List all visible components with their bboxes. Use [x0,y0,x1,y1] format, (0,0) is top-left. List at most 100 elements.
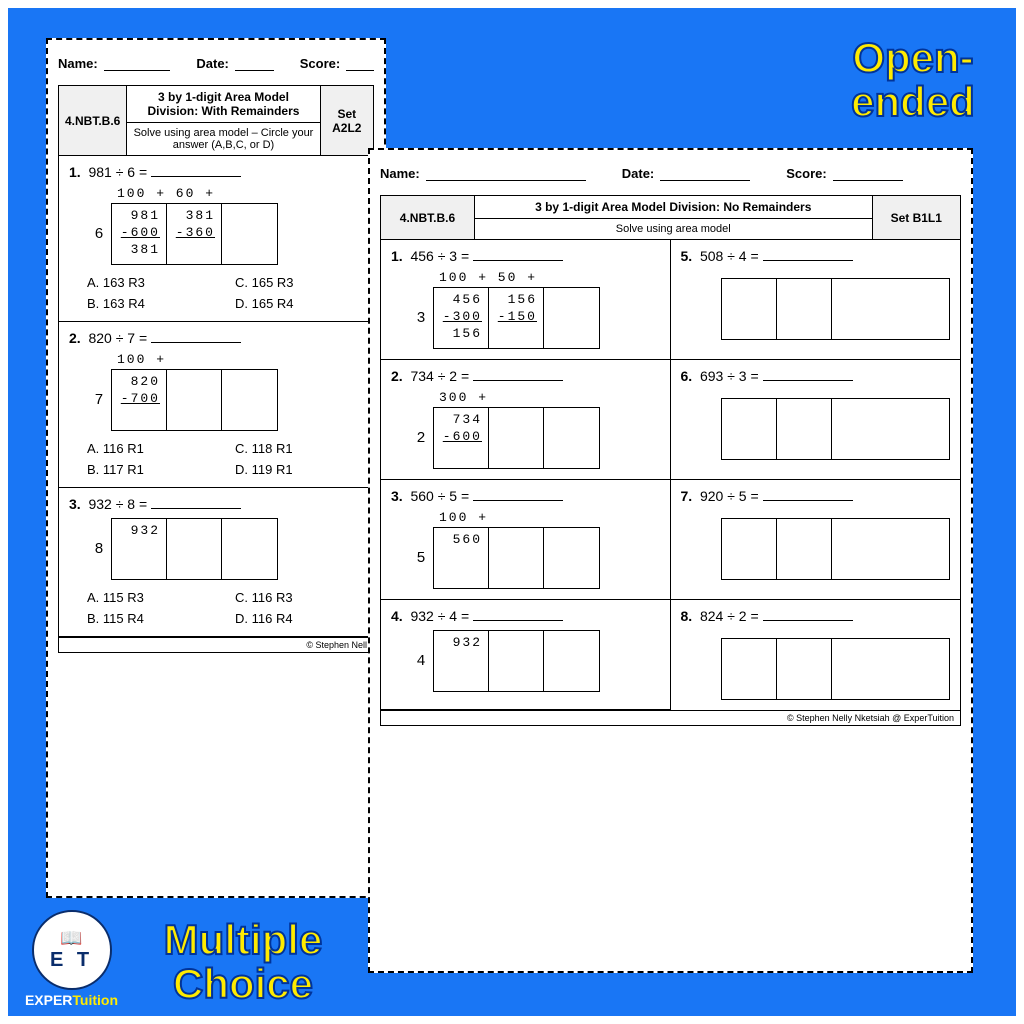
area-cell[interactable] [222,204,277,264]
choice-option[interactable]: C. 116 R3 [235,590,363,605]
partial-quotients: 100 + 50 + [439,270,600,285]
area-cell[interactable]: 932 [434,631,489,691]
set-cell: Set A2L2 [320,86,373,156]
problem-header: 6. 693 ÷ 3 = [681,368,951,384]
area-cells: 456-300156156-150 [433,287,600,349]
problem: 2. 734 ÷ 2 = 300 +2734-600 [381,360,671,480]
name-label: Name: [58,56,98,71]
choice-option[interactable]: C. 118 R1 [235,441,363,456]
area-cell[interactable] [167,519,222,579]
date-blank[interactable] [660,166,750,181]
problem: 3. 560 ÷ 5 = 100 +5560 [381,480,671,600]
date-label: Date: [196,56,229,71]
multiple-choice-label: Multiple Choice [138,918,348,1006]
standard-cell: 4.NBT.B.6 [381,196,475,240]
empty-area-model[interactable] [721,518,951,580]
logo-badge: 📖 E T [32,910,112,990]
choice-option[interactable]: D. 165 R4 [235,296,363,311]
choices: A. 115 R3 C. 116 R3 B. 115 R4 D. 116 R4 [87,590,363,626]
problem-header: 4. 932 ÷ 4 = [391,608,660,624]
problem-header: 2. 734 ÷ 2 = [391,368,660,384]
area-cell[interactable]: 932 [112,519,167,579]
choice-option[interactable]: B. 163 R4 [87,296,215,311]
choices: A. 116 R1 C. 118 R1 B. 117 R1 D. 119 R1 [87,441,363,477]
score-blank[interactable] [346,56,374,71]
area-cell[interactable] [222,519,277,579]
logo: 📖 E T EXPERTuition [14,910,129,1008]
area-cell[interactable]: 734-600 [434,408,489,468]
area-cell[interactable] [544,631,599,691]
answer-blank[interactable] [473,620,563,621]
area-cell[interactable]: 981-600381 [112,204,167,264]
worksheet-multiple-choice: Name: Date: Score: 4.NBT.B.6 3 by 1-digi… [46,38,386,898]
choice-option[interactable]: C. 165 R3 [235,275,363,290]
divisor: 2 [411,407,433,469]
partial-quotients: 100 + [439,510,600,525]
area-model: 300 +2734-600 [411,390,600,469]
area-cell[interactable] [489,528,544,588]
divisor: 3 [411,287,433,349]
empty-area-model[interactable] [721,278,951,340]
answer-blank[interactable] [763,380,853,381]
choice-option[interactable]: D. 119 R1 [235,462,363,477]
problem-header: 1. 981 ÷ 6 = [69,164,363,180]
answer-blank[interactable] [763,500,853,501]
area-cell[interactable] [544,288,599,348]
empty-area-model[interactable] [721,638,951,700]
answer-blank[interactable] [151,176,241,177]
problem: 3. 932 ÷ 8 = 8932A. 115 R3C. 116 R3B. 11… [59,488,373,637]
area-cell[interactable]: 560 [434,528,489,588]
area-cell[interactable] [489,408,544,468]
empty-area-model[interactable] [721,398,951,460]
copyright: © Stephen Nelly Nketsiah @ ExperTuition [381,710,960,725]
area-cells: 734-600 [433,407,600,469]
area-cell[interactable] [544,408,599,468]
answer-blank[interactable] [473,380,563,381]
area-cells: 820-700 [111,369,278,431]
problem-header: 1. 456 ÷ 3 = [391,248,660,264]
choice-option[interactable]: A. 116 R1 [87,441,215,456]
area-cell[interactable]: 156-150 [489,288,544,348]
answer-blank[interactable] [151,508,241,509]
title-table: 4.NBT.B.6 3 by 1-digit Area Model Divisi… [58,85,374,156]
logo-initials: E T [50,949,93,972]
answer-blank[interactable] [763,620,853,621]
open-ended-label: Open-ended [818,36,1008,124]
score-label: Score: [300,56,340,71]
name-blank[interactable] [426,166,586,181]
choice-option[interactable]: A. 115 R3 [87,590,215,605]
area-cell[interactable] [222,370,277,430]
choices: A. 163 R3 C. 165 R3 B. 163 R4 D. 165 R4 [87,275,363,311]
partial-quotients: 100 + 60 + [117,186,278,201]
choice-option[interactable]: B. 115 R4 [87,611,215,626]
area-cell[interactable]: 456-300156 [434,288,489,348]
choice-option[interactable]: B. 117 R1 [87,462,215,477]
problem: 5. 508 ÷ 4 = [671,240,961,360]
choice-option[interactable]: A. 163 R3 [87,275,215,290]
area-cells: 932 [111,518,278,580]
area-cell[interactable] [489,631,544,691]
area-cells: 932 [433,630,600,692]
answer-blank[interactable] [473,500,563,501]
score-blank[interactable] [833,166,903,181]
problem: 8. 824 ÷ 2 = [671,600,961,710]
area-model: 100 + 60 + 6981-600381381-360 [89,186,278,265]
area-model: 8932 [89,518,278,580]
name-blank[interactable] [104,56,171,71]
date-blank[interactable] [235,56,274,71]
problem: 1. 981 ÷ 6 = 100 + 60 + 6981-600381381-36… [59,156,373,322]
subtitle-cell: Solve using area model [474,219,872,240]
area-cell[interactable] [544,528,599,588]
area-cell[interactable]: 820-700 [112,370,167,430]
area-cell[interactable] [167,370,222,430]
area-model: 4932 [411,630,600,692]
answer-blank[interactable] [151,342,241,343]
answer-blank[interactable] [473,260,563,261]
set-cell: Set B1L1 [872,196,960,240]
answer-blank[interactable] [763,260,853,261]
choice-option[interactable]: D. 116 R4 [235,611,363,626]
divisor: 6 [89,203,111,265]
title-cell: 3 by 1-digit Area Model Division: No Rem… [474,196,872,219]
area-cell[interactable]: 381-360 [167,204,222,264]
date-label: Date: [622,166,655,181]
